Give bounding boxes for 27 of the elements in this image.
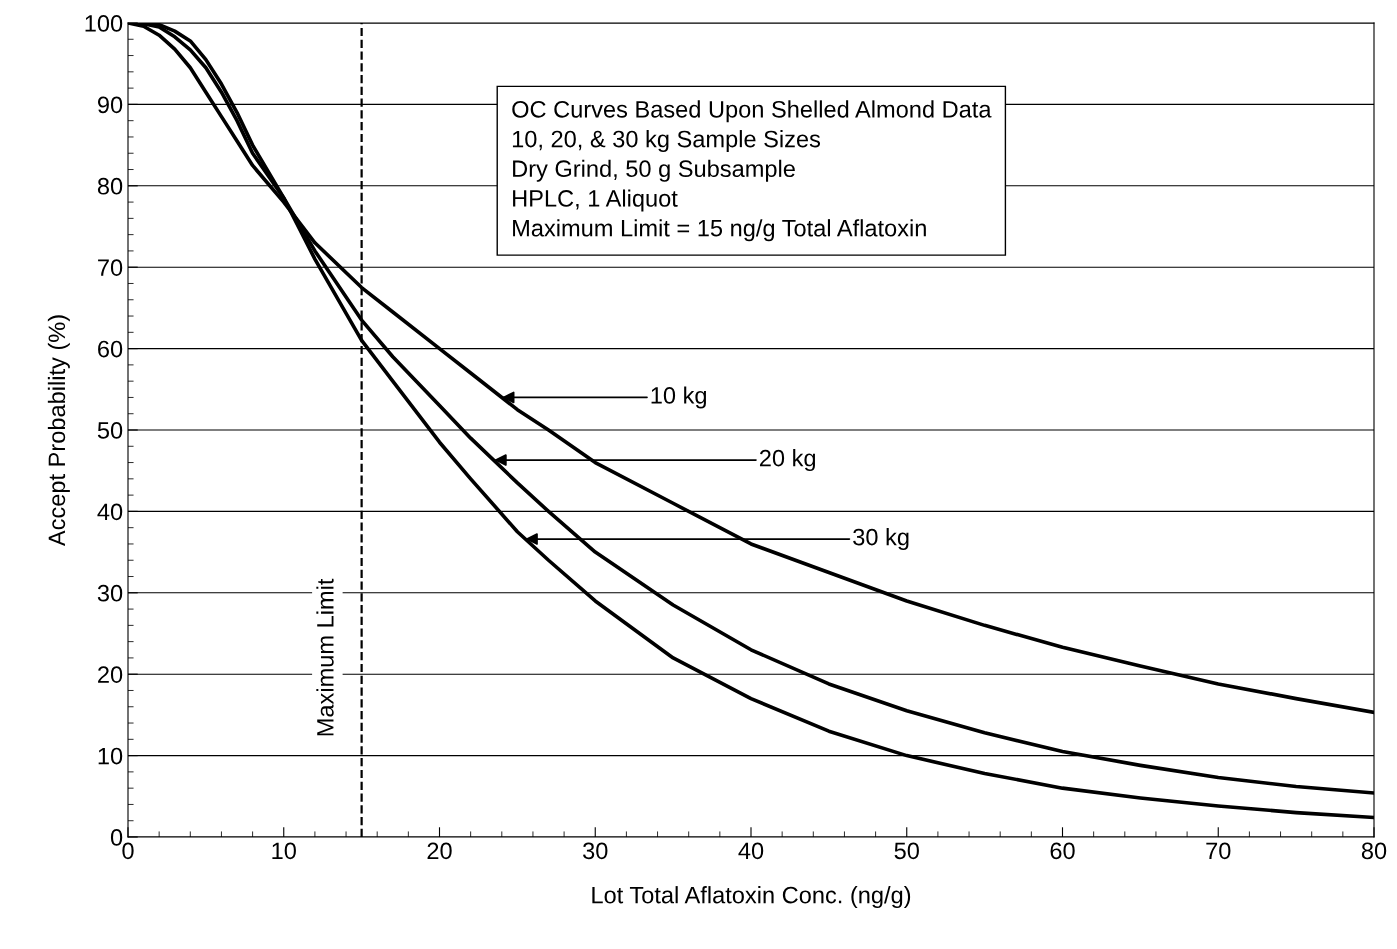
- annotation: 30 kg: [853, 528, 909, 551]
- y-tick-label: 90: [97, 96, 123, 114]
- x-tick-label: 60: [1050, 842, 1075, 860]
- y-tick-label: 30: [97, 584, 123, 602]
- y-tick-label: 0: [110, 829, 123, 846]
- x-tick-label: 10: [272, 842, 296, 860]
- x-tick-label: 0: [122, 842, 134, 860]
- y-tick-label: 80: [97, 177, 123, 195]
- y-axis-title: Accept Probability (%): [47, 315, 70, 547]
- x-axis-title: Lot Total Aflatoxin Conc. (ng/g): [592, 886, 911, 909]
- annotation: 10 kg: [651, 386, 706, 409]
- y-tick-label: 10: [98, 747, 123, 765]
- x-tick-label: 80: [1361, 842, 1387, 860]
- x-tick-label: 20: [427, 842, 452, 860]
- y-tick-label: 40: [97, 503, 123, 521]
- x-tick-label: 40: [738, 842, 764, 860]
- y-tick-label: 60: [98, 340, 123, 358]
- annotation: 20 kg: [759, 449, 816, 472]
- y-tick-label: 100: [85, 15, 123, 32]
- x-tick-label: 50: [894, 842, 919, 860]
- x-tick-label: 30: [583, 842, 608, 860]
- y-tick-label: 20: [98, 666, 123, 683]
- annotation: OC Curves Based Upon Shelled Almond Data 10, 20, & 30 kg Sample Sizes Dry Grind, 50 g Subsample HPLC, 1 Aliquot Maximum Limit = 15 ng/g Total Aflatoxin: [512, 100, 992, 242]
- x-tick-label: 70: [1206, 842, 1231, 860]
- y-tick-label: 50: [97, 422, 123, 439]
- ref-line-label: Maximum Limit: [316, 578, 334, 736]
- y-tick-label: 70: [98, 259, 123, 276]
